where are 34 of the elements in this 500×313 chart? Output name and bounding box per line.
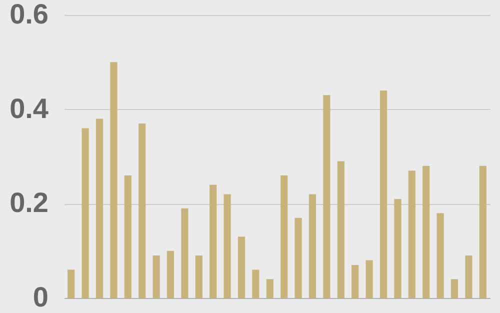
bar xyxy=(110,62,118,298)
bar xyxy=(138,123,146,298)
bar xyxy=(465,256,472,298)
bar xyxy=(82,128,89,298)
bar xyxy=(323,95,330,298)
y-tick-label: 0.2 xyxy=(10,187,48,218)
y-tick-label: 0 xyxy=(32,282,48,312)
bar xyxy=(280,175,288,298)
bar xyxy=(210,184,217,298)
bar xyxy=(68,270,75,298)
bar xyxy=(181,208,188,298)
bar xyxy=(352,264,359,298)
bar xyxy=(252,270,260,298)
bar xyxy=(479,166,486,298)
bar xyxy=(422,166,430,298)
bar xyxy=(408,170,416,298)
bar xyxy=(308,194,316,298)
bar xyxy=(96,118,104,298)
bar xyxy=(436,213,444,298)
bar xyxy=(380,90,388,298)
bar xyxy=(294,218,302,298)
bar xyxy=(152,256,160,298)
bar xyxy=(337,161,344,298)
bar xyxy=(366,260,373,298)
y-tick-label: 0.4 xyxy=(10,92,49,124)
y-tick-label: 0.6 xyxy=(10,0,48,30)
bar xyxy=(124,175,132,298)
bar xyxy=(166,250,174,298)
bar xyxy=(238,236,246,298)
bar xyxy=(450,279,458,298)
bar xyxy=(394,198,402,298)
bar xyxy=(266,279,274,298)
bar xyxy=(224,194,231,298)
bar xyxy=(195,256,202,298)
